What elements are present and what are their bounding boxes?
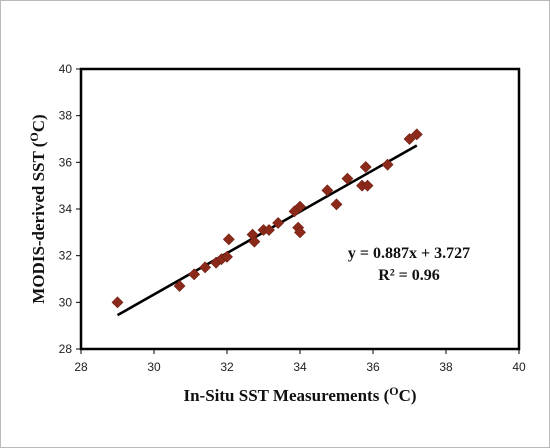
data-point bbox=[248, 235, 261, 248]
y-tick-label: 34 bbox=[59, 202, 73, 216]
y-tick-label: 36 bbox=[59, 155, 73, 169]
data-point bbox=[361, 179, 374, 192]
x-axis-title: In-Situ SST Measurements (OC) bbox=[183, 384, 416, 405]
x-tick-label: 38 bbox=[439, 360, 453, 374]
data-point bbox=[330, 198, 343, 211]
data-point bbox=[173, 280, 186, 292]
y-tick-label: 40 bbox=[59, 62, 73, 76]
data-point bbox=[263, 224, 275, 236]
data-point bbox=[221, 250, 233, 263]
y-axis-title-superscript: O bbox=[27, 132, 41, 141]
x-tick-label: 36 bbox=[366, 360, 380, 374]
data-point bbox=[272, 217, 285, 229]
data-point bbox=[403, 133, 416, 145]
marks-layer: 28 30 32 34 36 38 40 28 30 32 34 36 38 40 bbox=[59, 62, 526, 374]
data-point bbox=[188, 268, 201, 281]
y-tick-label: 30 bbox=[59, 295, 73, 309]
y-axis-title: MODIS-derived SST (OC) bbox=[27, 114, 48, 303]
y-tick-label: 32 bbox=[59, 249, 73, 263]
x-tick-label: 30 bbox=[147, 360, 161, 374]
data-point bbox=[111, 296, 124, 309]
data-point bbox=[222, 233, 235, 246]
data-point bbox=[381, 158, 394, 171]
data-point bbox=[199, 261, 212, 274]
x-axis-title-superscript: O bbox=[389, 384, 398, 398]
x-tick-label: 34 bbox=[293, 360, 307, 374]
data-point bbox=[341, 172, 354, 185]
x-tick-label: 32 bbox=[220, 360, 234, 374]
data-point bbox=[294, 226, 306, 239]
data-point bbox=[410, 128, 423, 141]
x-tick-label: 40 bbox=[512, 360, 526, 374]
y-tick-label: 28 bbox=[59, 342, 73, 356]
data-point bbox=[321, 184, 334, 197]
r-squared-label: R² = 0.96 bbox=[378, 267, 439, 284]
data-point bbox=[359, 161, 372, 173]
x-tick-label: 28 bbox=[74, 360, 88, 374]
data-point bbox=[294, 200, 306, 213]
trendline-equation: y = 0.887x + 3.727 bbox=[348, 245, 470, 262]
y-tick-label: 38 bbox=[59, 109, 73, 123]
